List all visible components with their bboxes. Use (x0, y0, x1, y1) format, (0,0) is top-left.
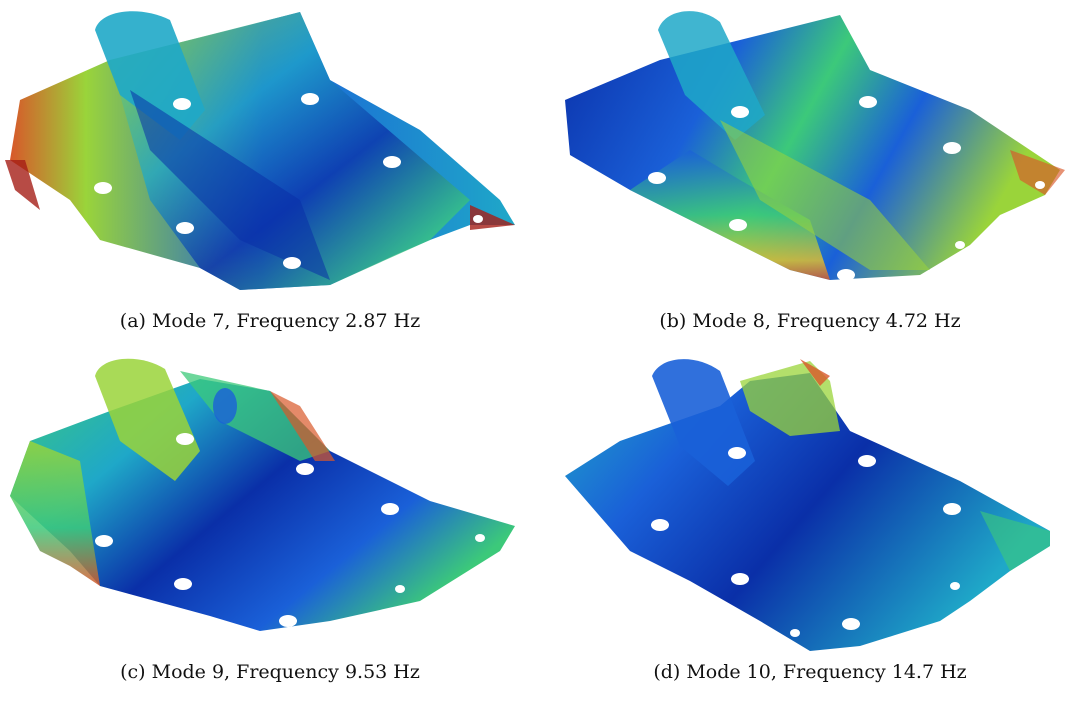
mount-hole (943, 142, 961, 154)
mount-hole (296, 463, 314, 475)
mount-hole (301, 93, 319, 105)
mode-9-panel: (c) Mode 9, Frequency 9.53 Hz (0, 351, 540, 702)
left-edge-band (10, 441, 100, 586)
mount-hole (94, 182, 112, 194)
mount-hole (950, 582, 960, 590)
mode-10-panel: (d) Mode 10, Frequency 14.7 Hz (540, 351, 1080, 702)
mode-9-mesh-plot (10, 358, 515, 631)
mount-hole (955, 241, 965, 249)
mount-hole (842, 618, 860, 630)
mount-hole (283, 257, 301, 269)
mount-hole (1035, 181, 1045, 189)
right-edge-band (980, 511, 1050, 571)
mount-hole (731, 106, 749, 118)
plate-lower-band (630, 150, 830, 280)
mode-8-mesh-plot (565, 11, 1065, 281)
caption-mode-7: (a) Mode 7, Frequency 2.87 Hz (119, 310, 421, 332)
mount-hole (174, 578, 192, 590)
plate-overlay (110, 12, 470, 290)
mount-hole (473, 215, 483, 223)
mount-hole (943, 503, 961, 515)
mount-hole (95, 535, 113, 547)
caption-mode-8: (b) Mode 8, Frequency 4.72 Hz (659, 310, 961, 332)
mode-10-mesh-plot (565, 359, 1050, 651)
mount-hole (173, 98, 191, 110)
edge-highlight-right (470, 205, 515, 230)
mount-hole (837, 269, 855, 281)
mount-hole (651, 519, 669, 531)
mount-hole (381, 503, 399, 515)
mount-hole (729, 219, 747, 231)
mount-hole (475, 534, 485, 542)
edge-highlight (5, 160, 40, 210)
mount-hole (176, 222, 194, 234)
edge-highlight-right (270, 391, 335, 461)
hot-spot (213, 388, 237, 424)
mount-hole (395, 585, 405, 593)
mount-hole (858, 455, 876, 467)
mode-8-panel: (b) Mode 8, Frequency 4.72 Hz (540, 0, 1080, 351)
mount-hole (790, 629, 800, 637)
mount-hole (176, 433, 194, 445)
mount-hole (859, 96, 877, 108)
caption-mode-10: (d) Mode 10, Frequency 14.7 Hz (653, 661, 967, 683)
edge-highlight-right (1010, 150, 1065, 195)
edge-highlight (800, 359, 830, 386)
center-band (720, 120, 930, 270)
mount-hole (731, 573, 749, 585)
mode-7-panel: (a) Mode 7, Frequency 2.87 Hz (0, 0, 540, 351)
tunnel-shadow (130, 90, 330, 280)
mount-hole (383, 156, 401, 168)
upper-right-band (740, 361, 840, 436)
mount-hole (279, 615, 297, 627)
mount-hole (648, 172, 666, 184)
mount-hole (728, 447, 746, 459)
mode-7-mesh-plot (5, 11, 515, 290)
caption-mode-9: (c) Mode 9, Frequency 9.53 Hz (120, 661, 420, 683)
tunnel-ridge (95, 358, 200, 481)
